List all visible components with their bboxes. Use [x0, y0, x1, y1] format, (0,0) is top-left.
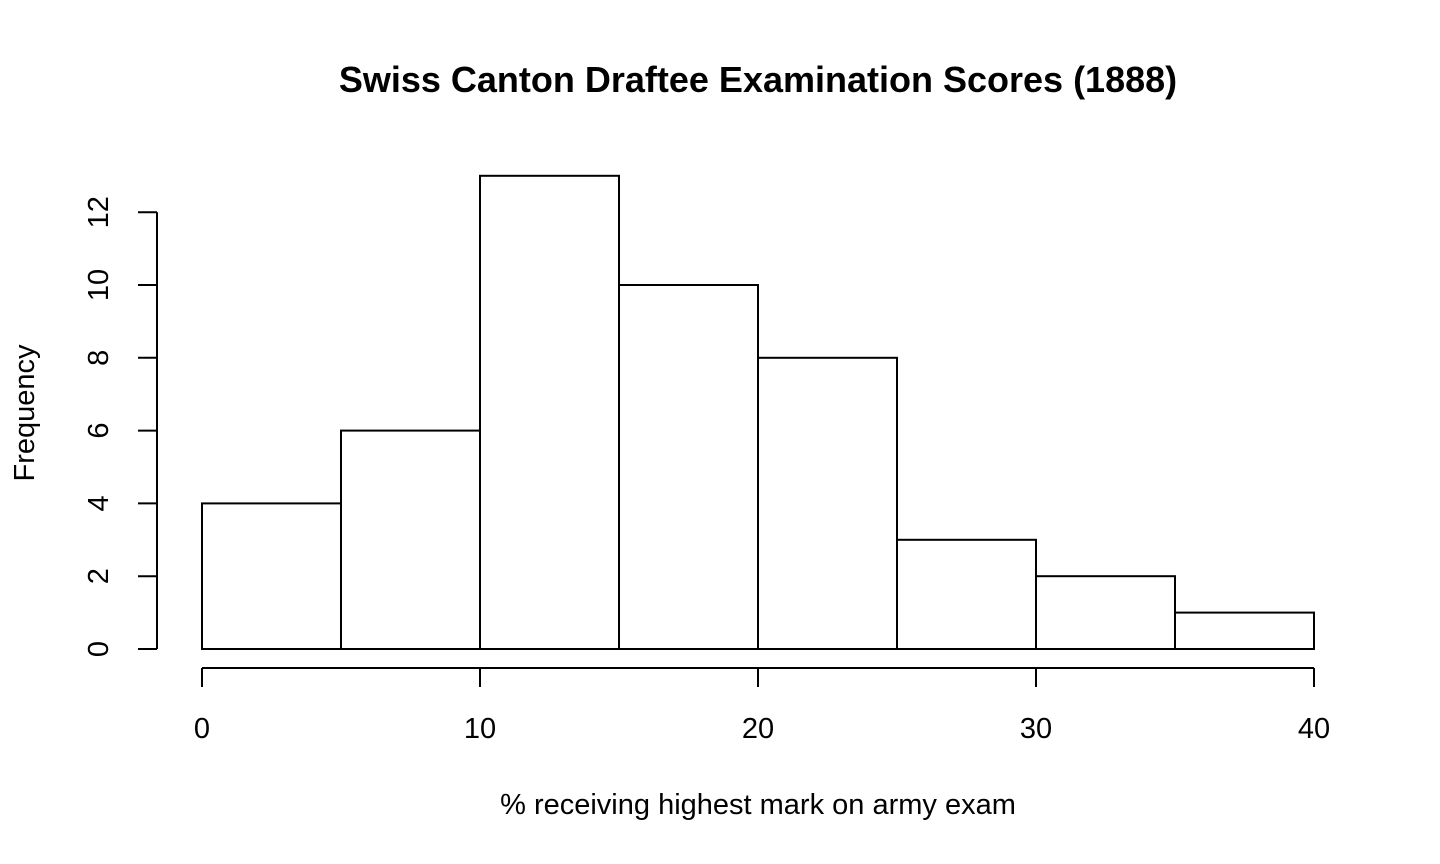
- y-tick-label-6: 12: [83, 196, 115, 228]
- x-tick-label-0: 0: [194, 713, 210, 745]
- x-axis-label: % receiving highest mark on army exam: [500, 789, 1016, 821]
- y-tick-label-5: 10: [83, 269, 115, 301]
- y-tick-label-0: 0: [83, 641, 115, 657]
- histogram-bar-4: [757, 356, 898, 650]
- y-axis-label: Frequency: [9, 344, 41, 482]
- chart-title: Swiss Canton Draftee Examination Scores …: [339, 59, 1177, 100]
- y-tick-label-1: 2: [83, 568, 115, 584]
- histogram-bar-2: [479, 174, 620, 651]
- x-axis: 0 10 20 30 40: [194, 667, 1330, 745]
- histogram-bar-6: [1035, 575, 1176, 651]
- y-tick-label-2: 4: [83, 495, 115, 511]
- histogram-bar-7: [1174, 611, 1315, 650]
- histogram-bar-1: [340, 429, 481, 650]
- histogram-bar-3: [618, 284, 759, 650]
- x-tick-label-1: 10: [464, 713, 496, 745]
- y-tick-label-3: 6: [83, 423, 115, 439]
- x-tick-label-3: 30: [1020, 713, 1052, 745]
- bars-group: [201, 174, 1315, 651]
- histogram-bar-5: [896, 538, 1037, 650]
- y-axis: 0 2 4 6 8 10 12: [83, 196, 158, 657]
- histogram-bar-0: [201, 502, 342, 650]
- x-tick-label-2: 20: [742, 713, 774, 745]
- x-tick-label-4: 40: [1298, 713, 1330, 745]
- y-tick-label-4: 8: [83, 350, 115, 366]
